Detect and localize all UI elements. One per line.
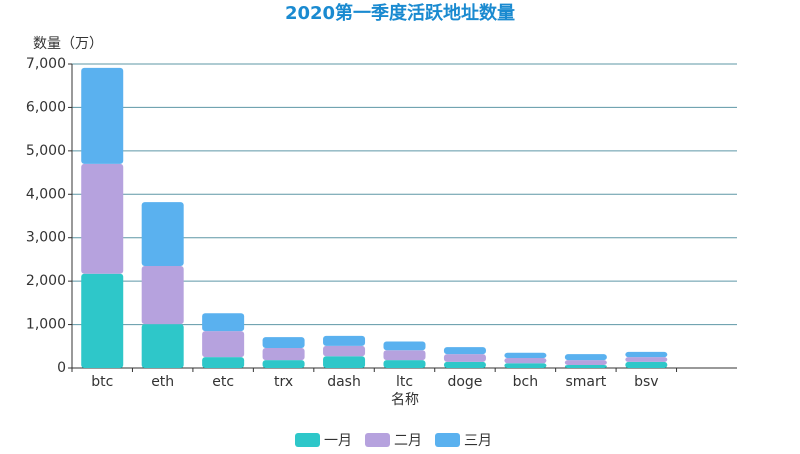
- bar-segment: [625, 357, 668, 362]
- bar-segment: [443, 347, 486, 355]
- bar-segment: [504, 358, 547, 364]
- y-tick-label: 4,000: [26, 186, 66, 202]
- legend-label[interactable]: 二月: [394, 433, 422, 449]
- bar-segment: [81, 163, 124, 274]
- bar-segment: [81, 67, 124, 164]
- x-tick-label: bsv: [634, 374, 658, 390]
- y-tick-label: 6,000: [26, 99, 66, 115]
- bar-segment: [383, 350, 426, 361]
- x-tick-label: trx: [274, 374, 293, 390]
- bar-segment: [202, 331, 245, 358]
- bar-segment: [141, 202, 184, 266]
- x-tick-label: doge: [447, 374, 482, 390]
- bar-segment: [564, 354, 607, 361]
- bar-segment: [262, 348, 305, 361]
- x-tick-label: smart: [565, 374, 606, 390]
- bar-segment: [443, 354, 486, 362]
- legend-label[interactable]: 三月: [464, 433, 492, 449]
- bar-segment: [504, 363, 547, 368]
- bar-segment: [564, 364, 607, 368]
- x-tick-label: ltc: [396, 374, 413, 390]
- x-tick-label: dash: [327, 374, 361, 390]
- bar-segment: [141, 265, 184, 325]
- bar-segment: [81, 273, 124, 368]
- x-axis-label: 名称: [391, 392, 419, 408]
- bar-segment: [625, 361, 668, 368]
- x-tick-label: btc: [91, 374, 113, 390]
- x-tick-label: etc: [212, 374, 234, 390]
- bar-segment: [323, 345, 366, 357]
- bar-segment: [443, 361, 486, 368]
- x-tick-label: bch: [513, 374, 538, 390]
- bar-segment: [323, 335, 366, 346]
- legend-swatch[interactable]: [435, 433, 460, 447]
- bar-segment: [323, 356, 366, 368]
- legend-label[interactable]: 一月: [324, 433, 352, 449]
- bar-segment: [383, 341, 426, 351]
- bar-segment: [202, 313, 245, 332]
- legend-swatch[interactable]: [365, 433, 390, 447]
- bar-segment: [202, 357, 245, 368]
- y-tick-label: 7,000: [26, 56, 66, 72]
- y-tick-label: 5,000: [26, 143, 66, 159]
- y-tick-label: 2,000: [26, 273, 66, 289]
- bar-segment: [262, 337, 305, 349]
- bar-segment: [383, 360, 426, 368]
- bar-segment: [625, 351, 668, 358]
- y-tick-label: 0: [57, 360, 66, 376]
- chart-title: 2020第一季度活跃地址数量: [285, 2, 515, 24]
- bar-segment: [504, 352, 547, 359]
- bar-segment: [564, 360, 607, 365]
- y-tick-label: 1,000: [26, 317, 66, 333]
- y-tick-label: 3,000: [26, 230, 66, 246]
- legend-swatch[interactable]: [295, 433, 320, 447]
- bar-segment: [262, 360, 305, 368]
- y-axis-label: 数量（万）: [33, 36, 103, 52]
- x-tick-label: eth: [151, 374, 174, 390]
- bar-segment: [141, 324, 184, 368]
